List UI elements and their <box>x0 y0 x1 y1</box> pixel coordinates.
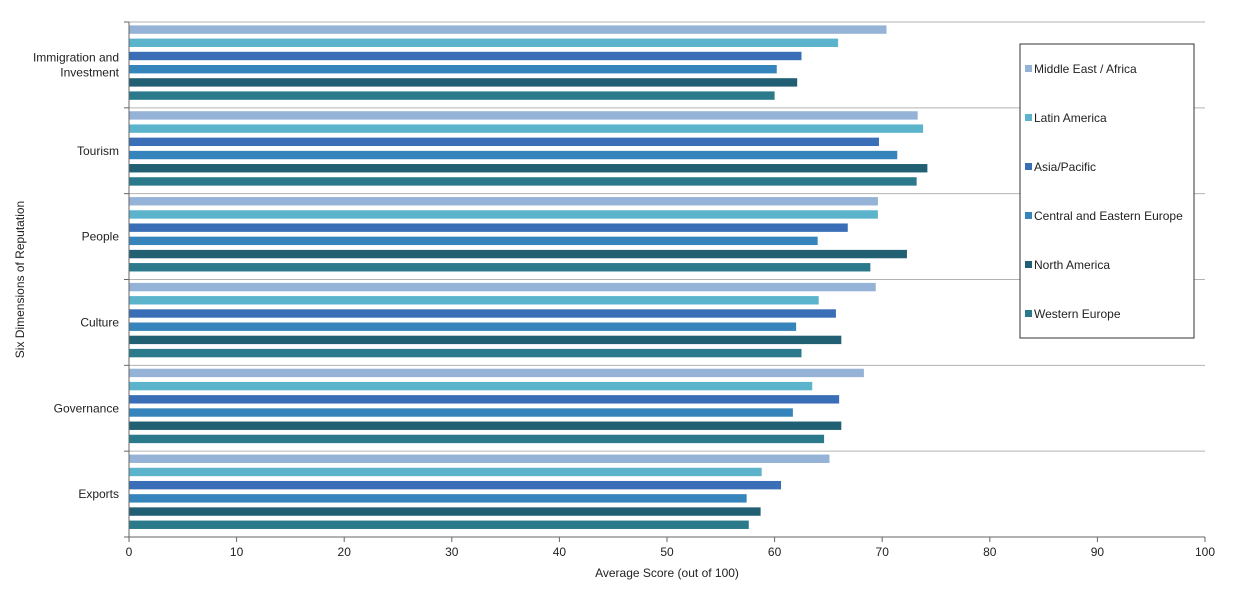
legend-swatch <box>1025 114 1032 121</box>
bar <box>129 454 830 463</box>
legend-label: Central and Eastern Europe <box>1034 209 1183 223</box>
bar <box>129 111 918 120</box>
x-tick-label: 90 <box>1091 545 1105 559</box>
legend-box <box>1019 43 1195 339</box>
category-label: Exports <box>78 487 119 501</box>
legend-swatch <box>1025 310 1032 317</box>
x-tick-label: 40 <box>553 545 567 559</box>
bar <box>129 395 840 404</box>
bar <box>129 408 793 417</box>
bar <box>129 249 907 259</box>
bar <box>129 124 924 133</box>
bar <box>129 38 839 47</box>
bar <box>129 25 887 34</box>
legend-label: North America <box>1034 258 1110 272</box>
legend-swatch <box>1025 163 1032 170</box>
y-axis-title: Six Dimensions of Reputation <box>13 201 27 358</box>
x-tick-label: 60 <box>768 545 782 559</box>
bar <box>129 150 898 160</box>
bar <box>129 467 762 477</box>
bar <box>129 494 747 503</box>
bar <box>129 348 802 358</box>
category-label: Immigration and Investment <box>33 50 120 79</box>
x-tick-label: 70 <box>876 545 890 559</box>
bar <box>129 296 819 305</box>
axis-labels: 0 10 20 30 40 50 60 70 80 90 100 Immigration and Inv… <box>33 50 1215 559</box>
bar <box>129 335 842 345</box>
bar <box>129 381 813 391</box>
x-tick-label: 100 <box>1195 545 1215 559</box>
category-label: People <box>82 230 120 244</box>
bar <box>129 282 876 292</box>
bar <box>129 137 879 147</box>
bar <box>129 51 802 61</box>
category-label: Tourism <box>77 144 119 158</box>
x-tick-label: 20 <box>338 545 352 559</box>
bar <box>129 434 825 444</box>
category-label: Culture <box>80 315 119 329</box>
bar <box>129 177 917 186</box>
x-tick-label: 50 <box>660 545 674 559</box>
bar <box>129 421 842 430</box>
legend-swatch <box>1025 65 1032 72</box>
x-tick-label: 10 <box>230 545 244 559</box>
bar <box>129 223 848 232</box>
bar <box>129 236 818 246</box>
bar <box>129 263 871 272</box>
bar <box>129 197 878 206</box>
bar <box>129 368 864 378</box>
legend-label: Western Europe <box>1034 307 1121 321</box>
legend-label: Asia/Pacific <box>1034 160 1096 174</box>
bar <box>129 78 798 87</box>
bar <box>129 520 749 529</box>
legend-swatch <box>1025 212 1032 219</box>
bar <box>129 210 878 219</box>
axes <box>124 21 1206 542</box>
bars <box>129 25 928 529</box>
bar <box>129 65 777 74</box>
x-tick-label: 0 <box>126 545 133 559</box>
legend-label: Middle East / Africa <box>1034 62 1137 76</box>
bar <box>129 309 836 318</box>
category-label: Governance <box>54 401 120 415</box>
legend-swatch <box>1025 261 1032 268</box>
x-tick-label: 80 <box>983 545 997 559</box>
bar <box>129 507 761 516</box>
bar <box>129 480 782 490</box>
x-tick-label: 30 <box>445 545 459 559</box>
bar <box>129 164 928 173</box>
x-axis-title: Average Score (out of 100) <box>595 566 739 580</box>
legend: Middle East / Africa Latin America Asia/Pa… <box>1019 43 1195 339</box>
bar <box>129 322 797 331</box>
bar <box>129 91 775 100</box>
legend-label: Latin America <box>1034 111 1107 125</box>
